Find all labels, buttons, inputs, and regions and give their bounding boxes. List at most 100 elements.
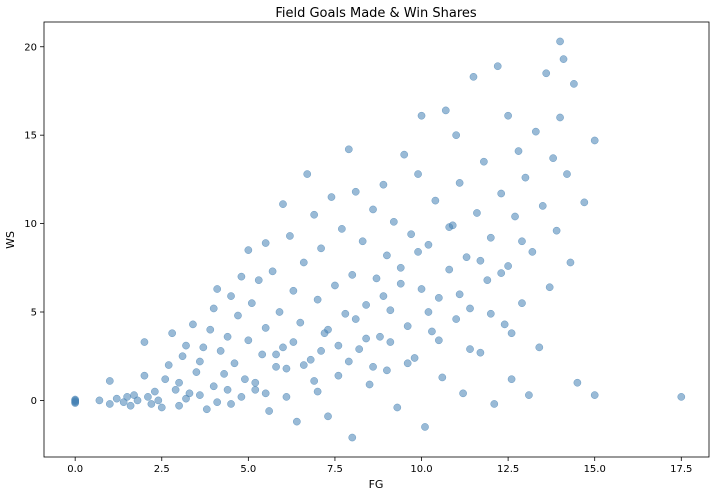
data-point — [185, 389, 194, 398]
data-point — [247, 299, 256, 308]
data-point — [164, 361, 173, 369]
data-point — [313, 295, 322, 304]
y-tick-label: 15 — [24, 131, 37, 142]
data-point — [379, 180, 388, 189]
data-point — [251, 385, 260, 394]
data-point — [282, 393, 291, 401]
x-tick-label: 10.0 — [410, 464, 432, 475]
data-point — [258, 350, 267, 359]
data-point — [192, 368, 201, 376]
data-point — [213, 285, 222, 293]
data-point — [254, 276, 263, 285]
y-tick-label: 10 — [24, 219, 37, 230]
data-point — [486, 233, 495, 242]
x-tick-label: 15.0 — [584, 464, 606, 475]
data-point — [227, 400, 235, 408]
data-point — [112, 394, 121, 403]
data-point — [445, 265, 454, 274]
data-point — [237, 393, 246, 401]
data-point — [286, 232, 294, 240]
data-point — [244, 336, 253, 345]
x-tick-label: 7.5 — [327, 464, 343, 475]
data-point — [251, 378, 260, 387]
data-point — [348, 433, 357, 442]
data-point — [424, 308, 433, 316]
data-point — [189, 320, 197, 329]
data-point — [580, 198, 589, 207]
data-point — [538, 202, 547, 210]
data-point — [531, 127, 540, 136]
data-point — [358, 237, 367, 246]
data-point — [279, 343, 287, 352]
data-point — [452, 131, 461, 140]
data-point — [344, 357, 353, 366]
data-point — [241, 375, 249, 384]
data-point — [144, 393, 152, 401]
data-point — [261, 389, 270, 398]
data-point — [497, 189, 506, 198]
data-point — [400, 150, 409, 159]
data-point — [511, 212, 519, 221]
y-tick-label: 5 — [31, 308, 37, 319]
data-point — [466, 304, 474, 313]
y-axis-ticks: 0 5 10 15 20 — [24, 42, 44, 407]
data-point — [317, 347, 325, 355]
data-point — [140, 338, 149, 346]
data-point — [279, 200, 287, 208]
data-point — [306, 355, 315, 364]
data-point — [206, 325, 215, 334]
x-axis-label: FG — [369, 478, 384, 491]
data-point — [556, 37, 564, 46]
data-point — [573, 378, 582, 387]
data-point — [393, 403, 402, 412]
data-point — [237, 272, 246, 281]
data-point — [417, 111, 426, 120]
data-point — [403, 322, 412, 330]
data-point — [196, 391, 204, 399]
data-point — [466, 345, 474, 353]
data-point — [389, 217, 398, 226]
data-point — [123, 393, 131, 401]
data-point — [452, 315, 461, 323]
data-point — [525, 391, 533, 399]
data-point — [213, 398, 222, 407]
data-point — [150, 387, 159, 396]
data-point — [677, 393, 686, 401]
data-point — [296, 318, 305, 327]
data-point — [272, 362, 280, 371]
data-point — [549, 154, 557, 163]
data-point — [469, 72, 478, 81]
chart-title: Field Goals Made & Win Shares — [275, 6, 477, 21]
data-point — [417, 285, 426, 293]
data-point — [171, 385, 180, 394]
data-point — [500, 320, 509, 329]
data-point — [317, 244, 325, 253]
data-point — [528, 248, 537, 256]
data-point — [590, 391, 599, 399]
data-point — [483, 276, 492, 285]
data-point — [362, 301, 370, 309]
data-point — [473, 209, 481, 217]
data-point — [559, 55, 568, 63]
x-tick-label: 17.5 — [670, 464, 692, 475]
data-point — [552, 226, 561, 235]
data-point — [414, 170, 422, 178]
data-point — [563, 170, 571, 178]
data-point — [518, 299, 526, 308]
data-point — [355, 345, 364, 353]
data-point — [407, 230, 415, 239]
data-point — [157, 403, 166, 412]
data-point — [334, 371, 343, 380]
data-point — [105, 377, 114, 385]
data-point — [379, 292, 388, 300]
data-point — [424, 240, 433, 249]
data-points — [71, 37, 686, 442]
data-point — [147, 400, 156, 408]
data-point — [438, 373, 447, 382]
data-point — [209, 382, 218, 391]
data-point — [119, 398, 128, 407]
data-point — [341, 309, 350, 318]
data-point — [310, 210, 319, 219]
data-point — [331, 281, 339, 290]
data-point — [272, 350, 280, 359]
